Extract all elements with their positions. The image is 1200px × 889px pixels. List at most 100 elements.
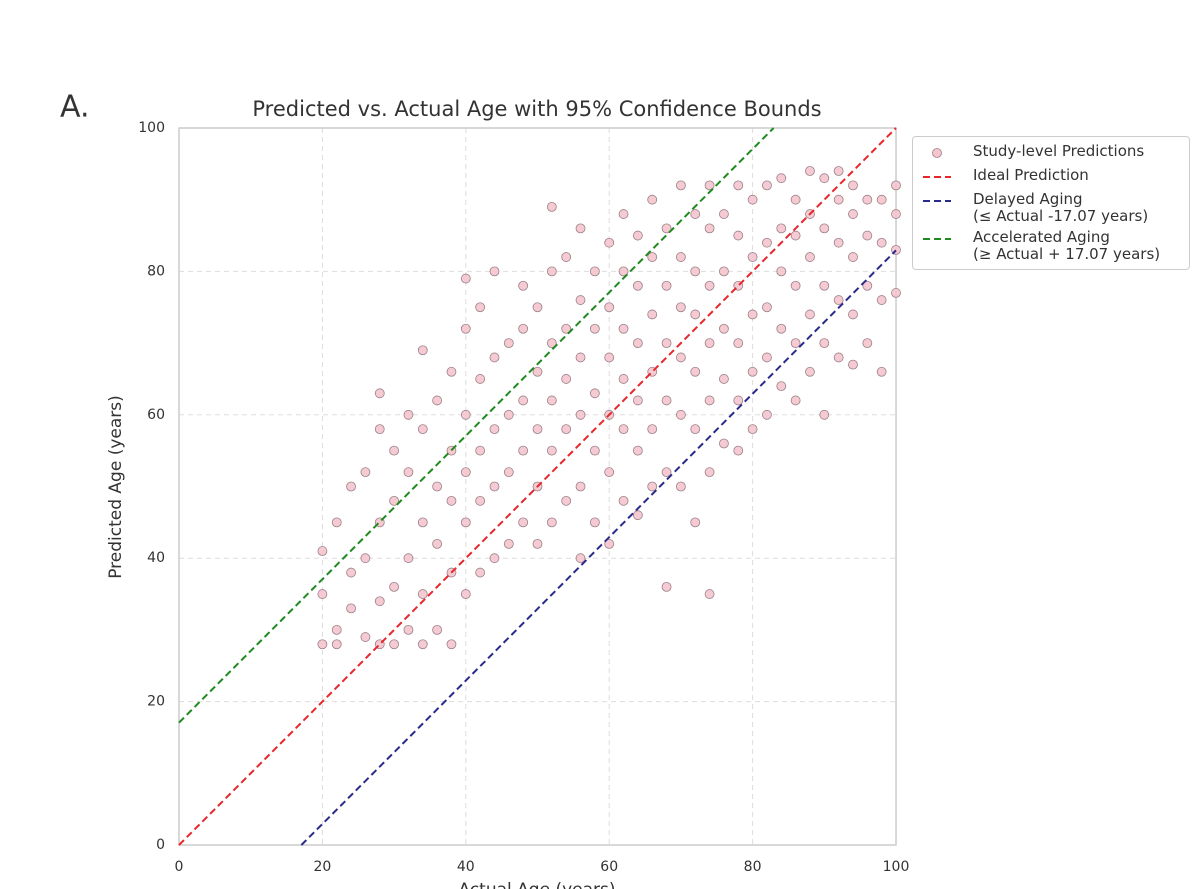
point bbox=[389, 639, 400, 650]
legend-item: Study-level Predictions bbox=[913, 141, 1189, 165]
point bbox=[589, 323, 600, 334]
point bbox=[460, 589, 471, 599]
point bbox=[790, 230, 801, 241]
point bbox=[503, 538, 514, 549]
legend-swatch bbox=[923, 176, 951, 178]
point bbox=[833, 166, 844, 176]
point bbox=[632, 395, 643, 406]
point bbox=[661, 280, 672, 291]
point bbox=[719, 323, 729, 334]
point bbox=[374, 388, 385, 399]
reference-line bbox=[300, 249, 897, 846]
point bbox=[317, 546, 328, 556]
legend-label: Ideal Prediction bbox=[973, 166, 1089, 184]
point bbox=[733, 395, 744, 406]
x-tick-label: 80 bbox=[744, 859, 762, 875]
reference-line bbox=[178, 127, 897, 846]
point bbox=[862, 230, 873, 241]
point bbox=[360, 553, 371, 564]
point bbox=[417, 424, 428, 435]
point bbox=[690, 266, 701, 277]
point bbox=[432, 481, 443, 492]
point bbox=[848, 209, 858, 219]
x-tick-label: 0 bbox=[175, 859, 184, 875]
point bbox=[819, 223, 830, 234]
point bbox=[747, 252, 758, 262]
point bbox=[618, 374, 629, 384]
point bbox=[475, 302, 486, 313]
legend-swatch bbox=[932, 148, 942, 158]
point bbox=[546, 395, 557, 406]
point bbox=[848, 359, 858, 370]
point bbox=[762, 409, 772, 420]
point bbox=[647, 424, 658, 435]
legend-label: Study-level Predictions bbox=[973, 142, 1145, 160]
point bbox=[331, 639, 342, 650]
point bbox=[719, 438, 729, 449]
point bbox=[733, 445, 744, 456]
point bbox=[546, 266, 557, 277]
points bbox=[317, 166, 901, 650]
point bbox=[460, 517, 471, 528]
point bbox=[762, 302, 772, 313]
point bbox=[762, 352, 772, 363]
point bbox=[805, 309, 815, 320]
point bbox=[460, 467, 471, 478]
point bbox=[489, 553, 500, 564]
point bbox=[848, 309, 858, 320]
point bbox=[632, 230, 643, 241]
point bbox=[518, 517, 529, 528]
legend-item: Delayed Aging (≤ Actual -17.07 years) bbox=[913, 189, 1189, 227]
point bbox=[690, 309, 701, 320]
point bbox=[489, 424, 500, 435]
point bbox=[561, 252, 572, 262]
point bbox=[546, 338, 557, 349]
point bbox=[460, 273, 471, 284]
point bbox=[876, 366, 887, 377]
point bbox=[604, 538, 615, 549]
point bbox=[690, 209, 701, 219]
point bbox=[661, 223, 672, 234]
point bbox=[546, 445, 557, 456]
x-tick-label: 100 bbox=[883, 859, 910, 875]
point bbox=[604, 352, 615, 363]
point bbox=[417, 345, 428, 356]
point bbox=[403, 553, 414, 564]
point bbox=[403, 467, 414, 478]
point bbox=[561, 323, 572, 334]
y-tick-label: 60 bbox=[147, 407, 165, 423]
point bbox=[833, 352, 844, 363]
panel-label: A. bbox=[60, 90, 90, 125]
point bbox=[876, 194, 887, 205]
point bbox=[446, 495, 457, 506]
point bbox=[819, 409, 830, 420]
point bbox=[848, 180, 858, 191]
point bbox=[632, 280, 643, 291]
point bbox=[719, 374, 729, 384]
point bbox=[546, 517, 557, 528]
y-tick-label: 0 bbox=[156, 837, 165, 853]
point bbox=[518, 445, 529, 456]
point bbox=[432, 538, 443, 549]
point bbox=[518, 323, 529, 334]
point bbox=[389, 581, 400, 592]
point bbox=[790, 395, 801, 406]
point bbox=[561, 495, 572, 506]
x-axis-label: Actual Age (years) bbox=[459, 880, 616, 889]
point bbox=[747, 424, 758, 435]
point bbox=[446, 639, 457, 650]
point bbox=[704, 395, 715, 406]
point bbox=[704, 589, 715, 599]
legend-label: Accelerated Aging (≥ Actual + 17.07 year… bbox=[973, 228, 1161, 263]
point bbox=[489, 481, 500, 492]
point bbox=[417, 517, 428, 528]
point bbox=[661, 581, 672, 592]
point bbox=[360, 467, 371, 478]
y-tick-label: 20 bbox=[147, 694, 165, 710]
point bbox=[532, 538, 543, 549]
point bbox=[676, 409, 686, 420]
point bbox=[848, 252, 858, 262]
point bbox=[819, 338, 830, 349]
point bbox=[589, 266, 600, 277]
point bbox=[475, 445, 486, 456]
